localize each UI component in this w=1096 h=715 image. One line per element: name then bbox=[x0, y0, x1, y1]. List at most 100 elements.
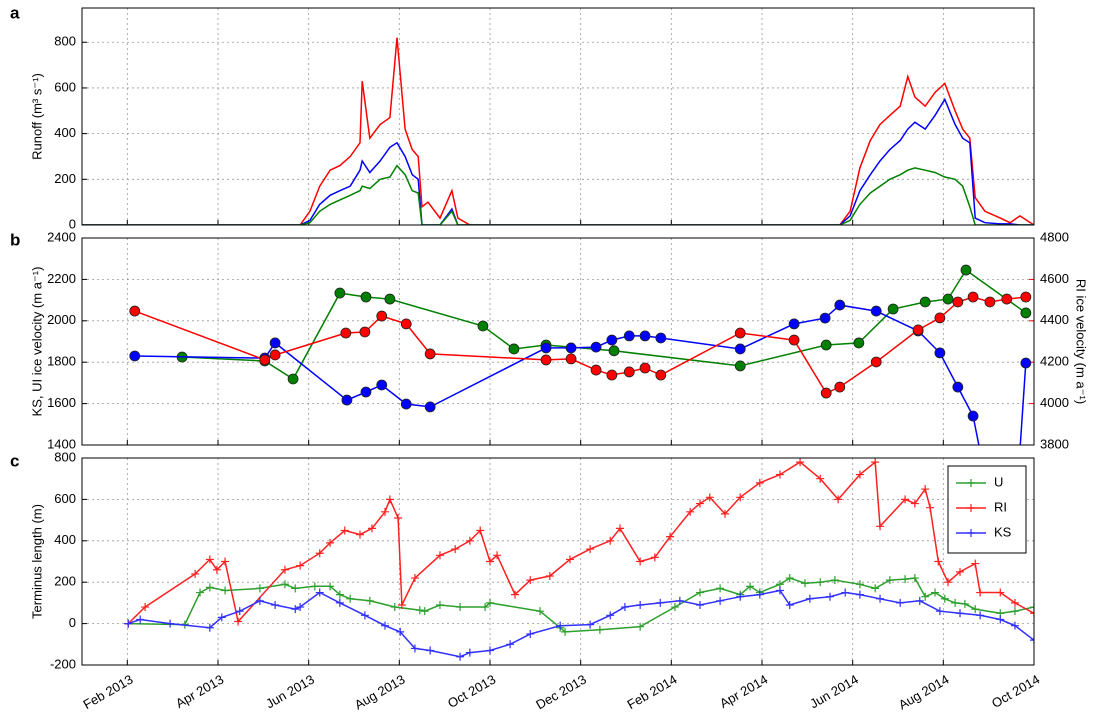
x-tick-label: Apr 2013 bbox=[173, 672, 226, 711]
marker bbox=[526, 629, 535, 638]
marker bbox=[136, 615, 145, 624]
marker bbox=[360, 386, 372, 398]
marker bbox=[834, 381, 846, 393]
marker bbox=[451, 545, 460, 554]
marker bbox=[315, 588, 324, 597]
x-tick-label: Jun 2014 bbox=[807, 672, 861, 712]
panel-letter: a bbox=[10, 3, 20, 22]
marker bbox=[666, 532, 675, 541]
marker bbox=[221, 557, 230, 566]
marker bbox=[296, 561, 305, 570]
marker bbox=[1030, 609, 1034, 618]
marker bbox=[486, 557, 494, 566]
marker bbox=[334, 287, 346, 299]
marker bbox=[910, 499, 919, 508]
marker bbox=[967, 291, 979, 303]
marker bbox=[1020, 307, 1032, 319]
marker bbox=[616, 524, 625, 533]
marker bbox=[511, 590, 520, 599]
marker bbox=[755, 590, 764, 599]
marker bbox=[655, 369, 667, 381]
marker bbox=[885, 576, 894, 585]
marker bbox=[287, 373, 299, 385]
marker bbox=[956, 567, 965, 576]
plot-area bbox=[82, 458, 1034, 665]
marker bbox=[590, 364, 602, 376]
marker bbox=[565, 353, 577, 365]
y2-tick-label: 4600 bbox=[1040, 271, 1069, 286]
x-tick-label: Feb 2014 bbox=[624, 672, 679, 712]
marker bbox=[971, 605, 980, 614]
marker bbox=[670, 603, 679, 612]
marker bbox=[381, 621, 390, 630]
marker bbox=[901, 575, 910, 584]
marker bbox=[805, 594, 814, 603]
marker bbox=[606, 334, 618, 346]
y-tick-label: 1600 bbox=[47, 395, 76, 410]
y-tick-label: 2000 bbox=[47, 312, 76, 327]
marker bbox=[819, 312, 831, 324]
marker bbox=[636, 622, 645, 631]
marker bbox=[394, 514, 403, 523]
marker bbox=[390, 603, 399, 612]
marker bbox=[686, 507, 695, 516]
plot-frame bbox=[81, 457, 1035, 666]
marker bbox=[410, 574, 419, 583]
y-tick-label: 0 bbox=[69, 615, 76, 630]
series-group bbox=[82, 37, 1034, 225]
marker bbox=[820, 387, 832, 399]
marker bbox=[736, 592, 745, 601]
y-tick-label: -200 bbox=[50, 656, 76, 671]
marker bbox=[196, 588, 205, 597]
marker bbox=[435, 551, 444, 560]
y2-tick-label: 4200 bbox=[1040, 354, 1069, 369]
y-tick-label: 200 bbox=[54, 171, 76, 186]
marker bbox=[486, 598, 494, 607]
marker bbox=[971, 559, 980, 568]
marker bbox=[921, 592, 930, 601]
y-tick-label: 800 bbox=[54, 34, 76, 49]
marker bbox=[280, 580, 289, 589]
marker bbox=[830, 576, 839, 585]
marker bbox=[912, 324, 924, 336]
marker bbox=[951, 598, 960, 607]
marker bbox=[326, 538, 335, 547]
marker bbox=[221, 586, 230, 595]
marker bbox=[695, 588, 704, 597]
marker bbox=[919, 296, 931, 308]
plot-area bbox=[82, 8, 1034, 225]
marker bbox=[456, 603, 465, 612]
marker bbox=[636, 557, 645, 566]
marker bbox=[960, 599, 969, 608]
legend-marker bbox=[967, 504, 975, 512]
marker bbox=[935, 607, 944, 616]
marker bbox=[853, 337, 865, 349]
marker bbox=[326, 582, 335, 591]
marker bbox=[721, 509, 730, 518]
marker bbox=[205, 555, 214, 564]
y-axis-label: Runoff (m³ s⁻¹) bbox=[29, 73, 44, 160]
marker bbox=[191, 569, 200, 578]
legend-marker bbox=[967, 529, 975, 537]
y-tick-label: 600 bbox=[54, 79, 76, 94]
marker bbox=[940, 594, 949, 603]
marker bbox=[235, 607, 244, 616]
x-tick-label: Oct 2014 bbox=[989, 672, 1042, 711]
marker bbox=[536, 607, 545, 616]
marker bbox=[540, 354, 552, 366]
marker bbox=[426, 646, 435, 655]
marker bbox=[1030, 603, 1034, 612]
marker bbox=[656, 598, 665, 607]
marker bbox=[310, 582, 319, 591]
marker bbox=[606, 611, 615, 620]
marker bbox=[620, 603, 629, 612]
marker bbox=[269, 337, 281, 349]
marker bbox=[335, 590, 344, 599]
marker bbox=[1020, 357, 1032, 369]
marker bbox=[736, 493, 745, 502]
x-tick-label: Aug 2013 bbox=[352, 672, 408, 713]
marker bbox=[1010, 621, 1019, 630]
marker bbox=[526, 576, 535, 585]
marker bbox=[166, 619, 175, 628]
